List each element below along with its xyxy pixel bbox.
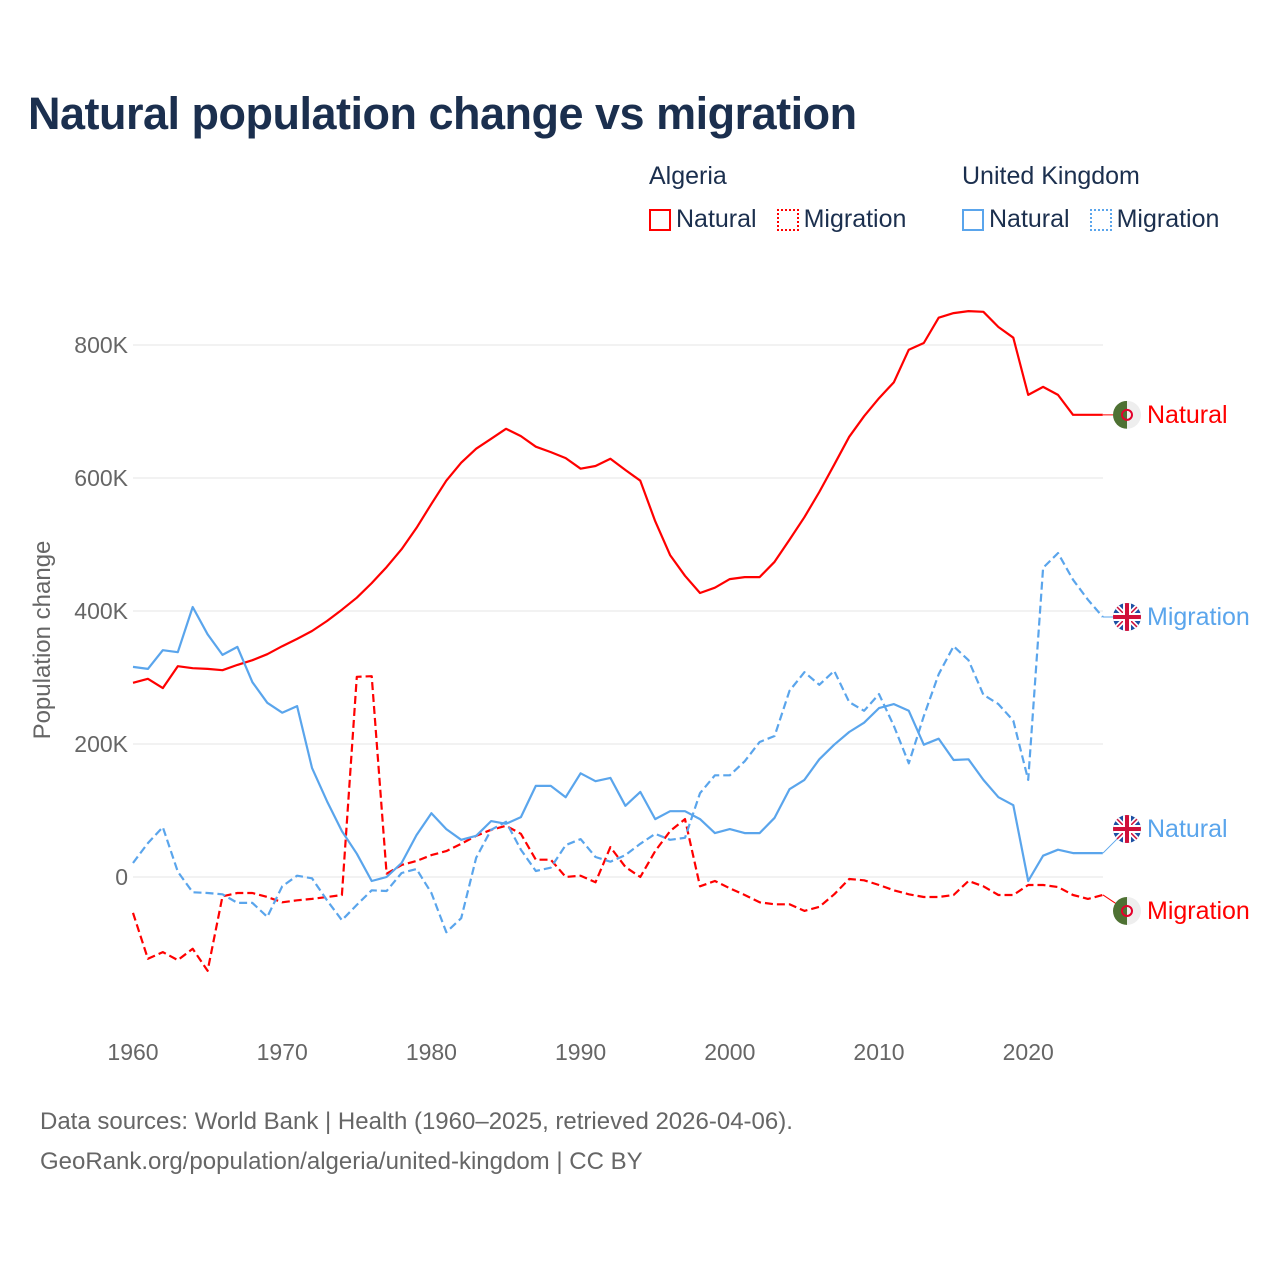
uk-flag-icon: [1113, 815, 1141, 844]
flag-cross-red: [1113, 815, 1141, 844]
x-tick-label: 2000: [704, 1039, 755, 1065]
series-line-algeria-migration: [131, 675, 1104, 972]
algeria-flag-icon: [1113, 400, 1141, 429]
legend-label: Migration: [803, 205, 907, 233]
legend-group-title: United Kingdom: [962, 162, 1140, 190]
flag-body: [1113, 896, 1141, 925]
x-tick-label: 1960: [107, 1039, 158, 1065]
y-tick-label: 0: [115, 864, 128, 890]
x-tick-label: 1990: [555, 1039, 606, 1065]
x-tick-label: 1980: [406, 1039, 457, 1065]
crescent-icon: [1121, 904, 1133, 917]
chart-title: Natural population change vs migration: [28, 88, 857, 139]
flag-white: [1127, 400, 1141, 429]
legend-item-algeria-natural[interactable]: Natural: [649, 205, 757, 234]
legend-label: Migration: [1116, 205, 1220, 233]
flag-cross-red: [1113, 602, 1141, 631]
legend-item-uk-migration[interactable]: Migration: [1089, 205, 1220, 234]
legend-label: Natural: [989, 205, 1070, 233]
x-tick-label: 2020: [1003, 1039, 1054, 1065]
y-axis-label: Population change: [29, 541, 56, 740]
end-label: Migration: [1147, 897, 1250, 925]
legend-label: Natural: [676, 205, 757, 233]
footer-link[interactable]: GeoRank.org/population/algeria/united-ki…: [40, 1148, 643, 1175]
series-line-united-kingdom-migration: [132, 551, 1104, 934]
legend-item-uk-natural[interactable]: Natural: [962, 205, 1070, 234]
x-tick-label: 2010: [853, 1039, 904, 1065]
solid-swatch-icon: [962, 208, 984, 231]
flag-green: [1113, 400, 1127, 429]
flag-green: [1113, 896, 1127, 925]
flag-white: [1127, 896, 1141, 925]
legend-item-algeria-migration[interactable]: Migration: [776, 205, 907, 234]
y-tick-label: 200K: [74, 731, 128, 757]
flag-body: [1113, 400, 1141, 429]
y-tick-label: 400K: [74, 598, 128, 624]
dotted-swatch-icon: [1089, 208, 1112, 231]
uk-flag-icon: [1113, 602, 1141, 631]
series-line-united-kingdom-natural: [132, 605, 1103, 883]
legend-group-title: Algeria: [649, 162, 727, 190]
crescent-icon: [1121, 408, 1133, 421]
x-tick-label: 1970: [257, 1039, 308, 1065]
end-label: Natural: [1147, 815, 1228, 843]
solid-swatch-icon: [649, 208, 671, 231]
y-tick-label: 800K: [74, 332, 128, 358]
end-label: Natural: [1147, 401, 1228, 429]
series-line-algeria-natural: [132, 310, 1103, 690]
algeria-flag-icon: [1113, 896, 1141, 925]
end-label: Migration: [1147, 603, 1250, 631]
y-tick-label: 600K: [74, 465, 128, 491]
footer-sources: Data sources: World Bank | Health (1960–…: [40, 1108, 793, 1135]
flag-body: [1113, 602, 1141, 631]
dotted-swatch-icon: [776, 208, 799, 231]
flag-body: [1113, 815, 1141, 844]
legend-group-uk: United Kingdom Natural Migration: [962, 162, 1219, 234]
legend-group-algeria: Algeria Natural Migration: [649, 162, 906, 234]
